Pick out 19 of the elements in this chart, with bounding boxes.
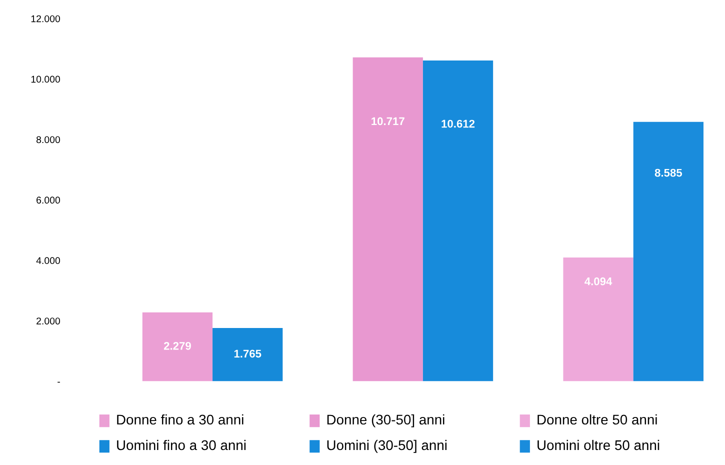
y-tick-label: 6.000 — [36, 196, 60, 204]
y-tick-label: 8.000 — [36, 136, 60, 144]
text: Uomini (30-50] anni — [327, 440, 447, 453]
data-label: 10.612 — [442, 120, 475, 128]
text: Donne (30-50] anni — [327, 414, 444, 428]
data-label: 4.094 — [584, 277, 612, 286]
data-label: 8.585 — [654, 168, 682, 177]
text: Uomini oltre 50 anni — [538, 440, 660, 450]
y-tick-label: 4.000 — [36, 257, 60, 264]
text: Donne fino a 30 anni — [117, 414, 244, 425]
data-label: 2.279 — [164, 342, 191, 350]
text: Donne oltre 50 anni — [538, 414, 657, 425]
data-label: 1.765 — [234, 350, 262, 358]
y-tick-label: - — [58, 382, 60, 383]
y-tick-label: 2.000 — [36, 318, 60, 324]
y-tick-label: 12.000 — [31, 15, 60, 22]
data-label: 10.717 — [372, 117, 404, 126]
text: Uomini fino a 30 anni — [117, 440, 246, 450]
y-tick-label: 10.000 — [31, 76, 60, 83]
